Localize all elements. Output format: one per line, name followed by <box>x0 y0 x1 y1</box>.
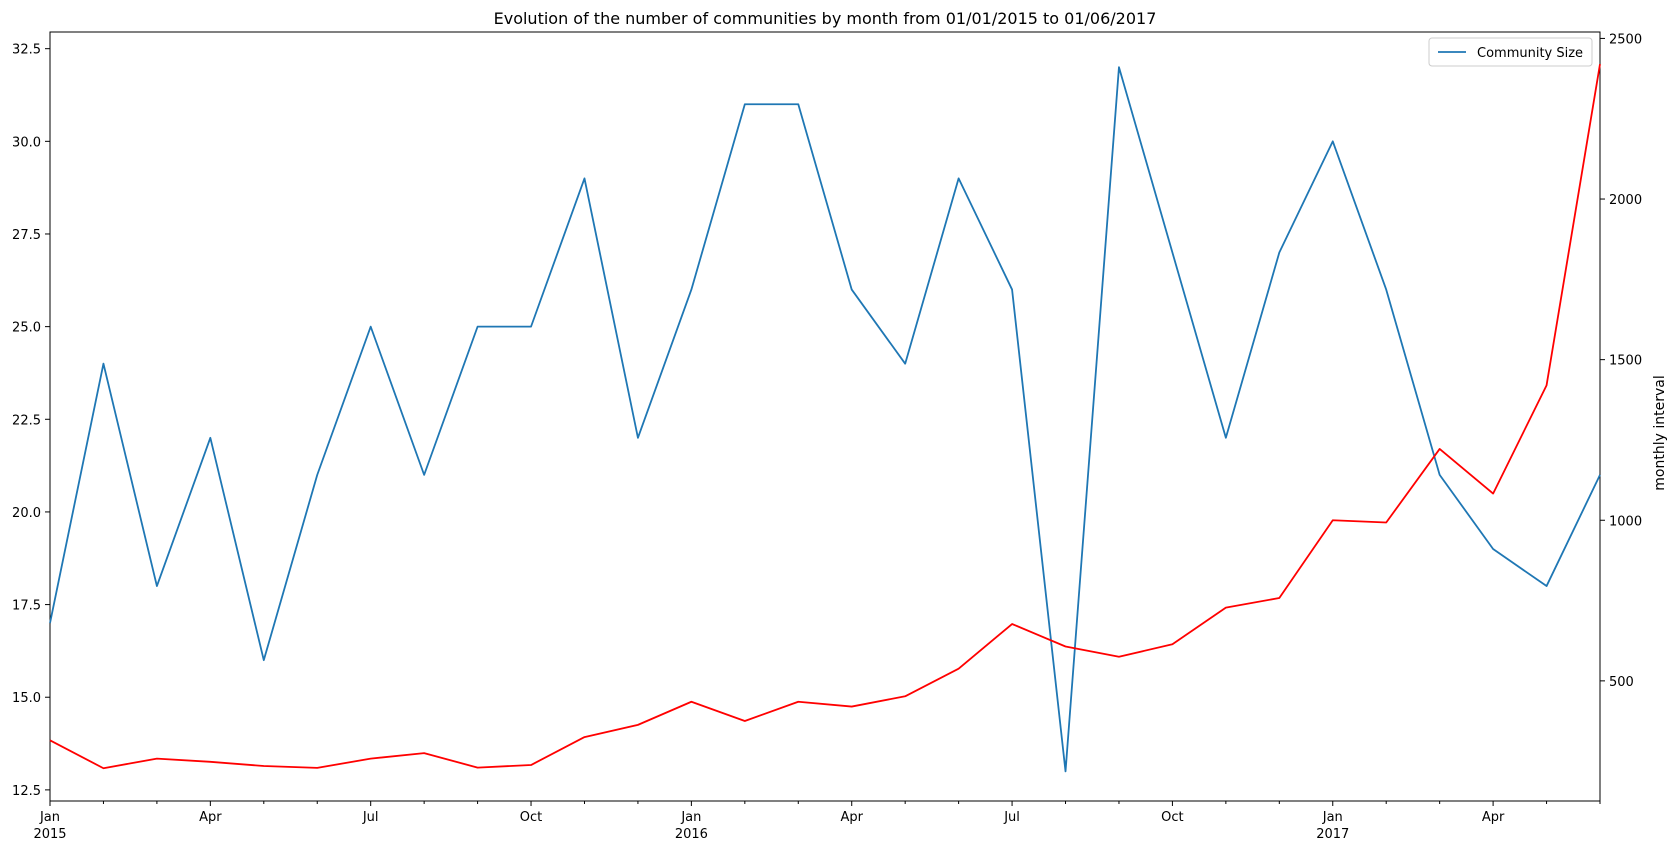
right-axis-label: monthly interval <box>1652 375 1668 490</box>
left-tick-label: 27.5 <box>12 228 41 243</box>
left-tick-label: 15.0 <box>12 691 41 706</box>
chart-title: Evolution of the number of communities b… <box>494 9 1157 28</box>
x-tick-label: Apr <box>1482 810 1505 825</box>
x-tick-label: Jul <box>1003 810 1020 825</box>
x-tick-year-label: 2017 <box>1316 827 1349 842</box>
legend-box <box>1428 37 1593 67</box>
x-tick-label: Oct <box>520 810 542 825</box>
left-tick-label: 30.0 <box>12 135 41 150</box>
x-tick-year-label: 2016 <box>675 827 708 842</box>
x-tick-label: Jan <box>1322 810 1343 825</box>
x-tick-label: Oct <box>1161 810 1183 825</box>
left-tick-label: 22.5 <box>12 413 41 428</box>
right-tick-label: 1000 <box>1609 514 1642 529</box>
axes: 12.5 15.0 17.5 20.0 22.5 25.0 27.5 30.0 32.5 500 1… <box>12 31 1642 842</box>
x-tick-year-label: 2015 <box>33 827 66 842</box>
x-tick-label: Apr <box>840 810 863 825</box>
series-line-monthly-interval <box>49 63 1601 770</box>
left-tick-label: 17.5 <box>12 599 41 614</box>
right-tick-label: 2500 <box>1609 32 1642 47</box>
legend: Community Size <box>1428 37 1593 67</box>
series-lines <box>49 63 1601 773</box>
right-tick-label: 1500 <box>1609 354 1642 369</box>
left-tick-label: 20.0 <box>12 506 41 521</box>
right-tick-label: 2000 <box>1609 193 1642 208</box>
right-tick-label: 500 <box>1609 675 1634 690</box>
x-tick-label: Jul <box>362 810 379 825</box>
left-tick-label: 25.0 <box>12 321 41 336</box>
x-tick-label: Jan <box>39 810 60 825</box>
left-tick-label: 32.5 <box>12 43 41 58</box>
x-tick-label: Apr <box>199 810 222 825</box>
left-tick-label: 12.5 <box>12 784 41 799</box>
plot-frame <box>49 31 1601 802</box>
x-tick-label: Jan <box>680 810 701 825</box>
legend-label: Community Size <box>1477 46 1583 61</box>
series-line-community-size <box>49 66 1601 773</box>
